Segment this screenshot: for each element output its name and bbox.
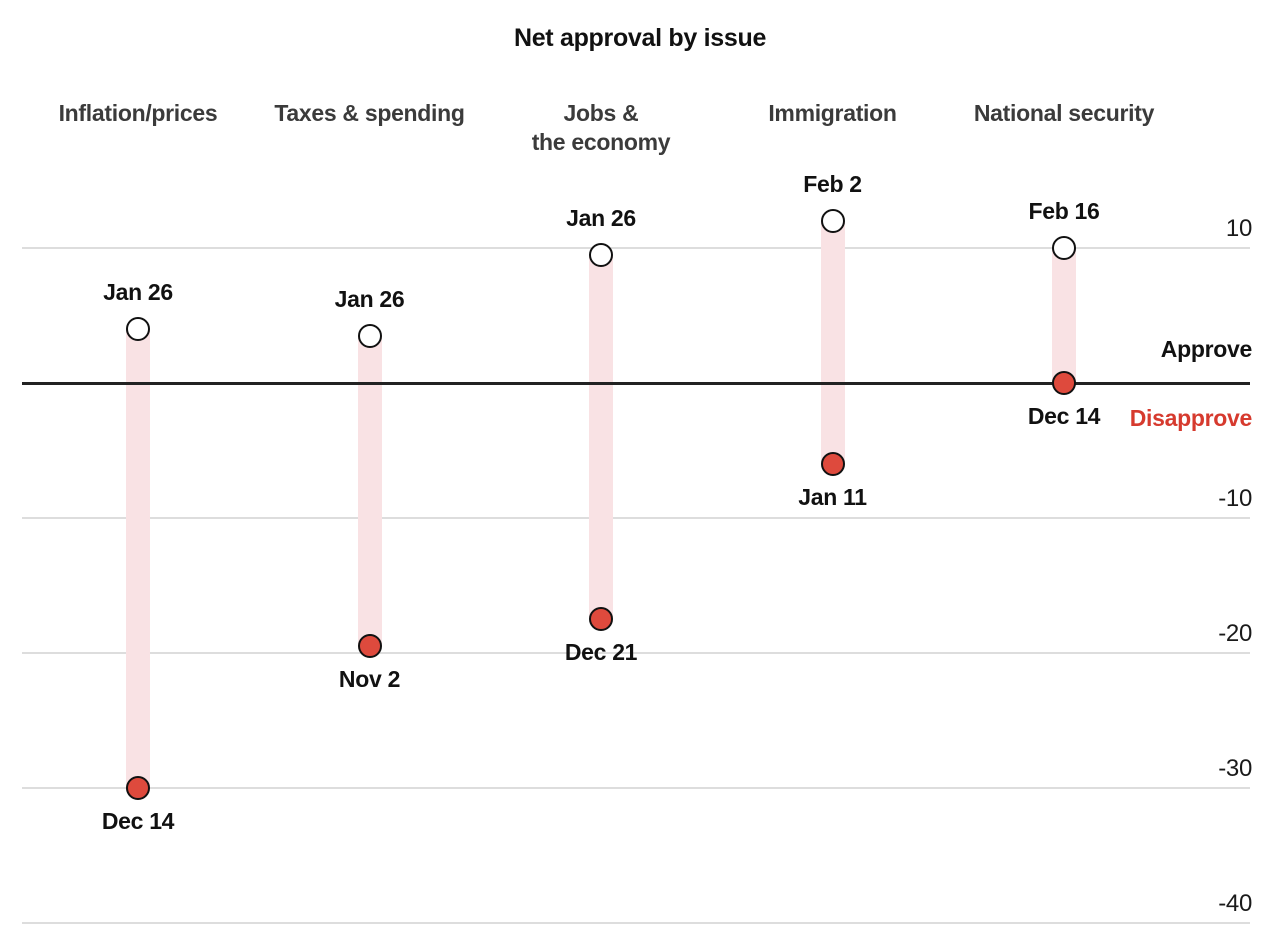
- category-label-1: Inflation/prices: [58, 100, 218, 126]
- start-date-label: Feb 2: [803, 171, 862, 197]
- end-date-label: Dec 14: [101, 808, 175, 834]
- disapprove-label: Disapprove: [1129, 405, 1253, 431]
- approval-band: [820, 221, 845, 464]
- end-date-label: Nov 2: [338, 666, 401, 693]
- category-label-4: Immigration: [768, 100, 897, 126]
- approval-band: [357, 335, 382, 647]
- start-dot: [126, 317, 150, 341]
- gridline--20: [22, 652, 1250, 654]
- end-dot: [1052, 371, 1076, 395]
- start-date-label: Jan 26: [566, 204, 636, 231]
- axis-tick-label: 10: [1225, 215, 1252, 242]
- start-dot: [589, 242, 613, 267]
- category-label-3: Jobs & the economy: [531, 100, 671, 155]
- category-label-5: National security: [973, 100, 1155, 126]
- end-dot: [357, 634, 382, 659]
- gridline-10: [22, 247, 1250, 249]
- start-date-label: Jan 26: [334, 285, 405, 312]
- start-dot: [820, 209, 845, 233]
- axis-tick-label: -30: [1218, 755, 1252, 782]
- axis-tick-label: -10: [1218, 485, 1252, 512]
- end-date-label: Jan 11: [798, 484, 867, 510]
- end-dot: [820, 452, 845, 476]
- axis-tick-label: -20: [1218, 620, 1252, 647]
- end-dot: [126, 776, 150, 800]
- approval-band: [1052, 248, 1076, 383]
- approval-band: [589, 254, 613, 620]
- gridline--30: [22, 787, 1250, 789]
- approve-label: Approve: [1160, 336, 1253, 362]
- start-date-label: Jan 26: [103, 279, 173, 305]
- zero-baseline: [22, 381, 1250, 385]
- end-date-label: Dec 14: [1027, 403, 1101, 429]
- chart-title: Net approval by issue: [513, 24, 767, 52]
- end-dot: [589, 607, 613, 632]
- axis-tick-label: -40: [1218, 890, 1252, 917]
- gridline--40: [22, 922, 1250, 924]
- start-dot: [357, 323, 382, 348]
- start-dot: [1052, 236, 1076, 260]
- category-label-2: Taxes & spending: [274, 100, 465, 126]
- gridline--10: [22, 517, 1250, 519]
- start-date-label: Feb 16: [1028, 198, 1100, 224]
- end-date-label: Dec 21: [564, 639, 638, 666]
- approval-band: [126, 329, 150, 788]
